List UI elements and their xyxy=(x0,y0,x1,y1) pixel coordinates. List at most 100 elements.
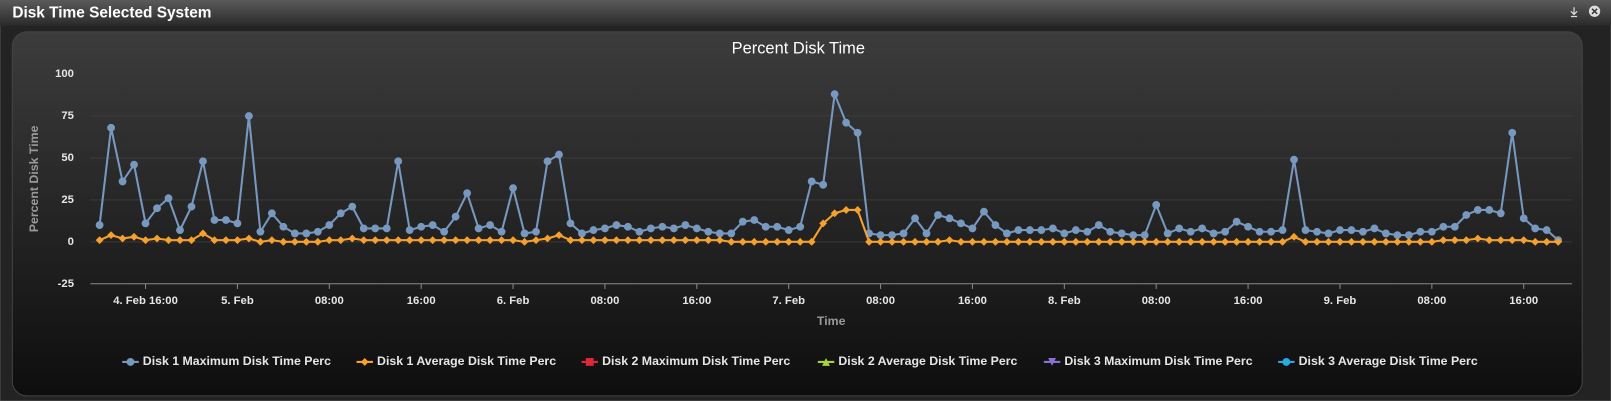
point xyxy=(853,128,862,137)
legend-item[interactable]: Disk 3 Average Disk Time Perc xyxy=(1278,354,1478,368)
point xyxy=(842,206,851,214)
point xyxy=(1439,236,1448,245)
point xyxy=(256,227,265,236)
point xyxy=(681,221,690,229)
point xyxy=(543,157,552,166)
point xyxy=(336,209,345,218)
point xyxy=(1060,229,1069,238)
point xyxy=(486,236,494,245)
point xyxy=(1221,227,1230,236)
point xyxy=(290,229,299,238)
point xyxy=(428,221,437,229)
point xyxy=(1278,226,1287,234)
x-axis-title: Time xyxy=(817,314,846,328)
chart-title: Percent Disk Time xyxy=(732,40,865,58)
point xyxy=(451,236,460,245)
point xyxy=(555,231,563,240)
point xyxy=(543,234,552,243)
x-tick-label: 4. Feb 16:00 xyxy=(113,295,178,307)
point xyxy=(141,219,150,228)
x-tick-label: 08:00 xyxy=(1142,295,1171,307)
point xyxy=(738,217,747,226)
legend-item[interactable]: Disk 2 Maximum Disk Time Perc xyxy=(581,354,791,368)
point xyxy=(1393,231,1402,240)
point xyxy=(1404,231,1413,240)
legend-item[interactable]: Disk 2 Average Disk Time Perc xyxy=(817,354,1018,368)
x-tick-label: 08:00 xyxy=(866,295,895,307)
point xyxy=(164,194,173,203)
point xyxy=(1175,224,1184,233)
point xyxy=(784,237,793,246)
point xyxy=(107,123,115,132)
point xyxy=(865,237,873,246)
point xyxy=(417,236,426,245)
y-tick-label: 50 xyxy=(61,152,74,164)
point xyxy=(394,236,403,245)
legend-marker xyxy=(126,358,135,366)
y-tick-label: 75 xyxy=(61,110,74,122)
point xyxy=(141,236,150,245)
point xyxy=(440,227,449,236)
point xyxy=(405,236,414,245)
legend-item[interactable]: Disk 3 Maximum Disk Time Perc xyxy=(1043,354,1253,368)
point xyxy=(1048,224,1057,233)
x-tick-label: 7. Feb xyxy=(772,295,805,307)
point xyxy=(164,236,173,245)
point xyxy=(1267,237,1275,246)
point xyxy=(187,202,196,211)
point xyxy=(1370,224,1379,233)
point xyxy=(1014,226,1023,234)
point xyxy=(1531,224,1540,233)
point xyxy=(1542,226,1551,234)
download-icon[interactable] xyxy=(1570,7,1578,18)
point xyxy=(1290,155,1298,164)
point xyxy=(497,236,506,245)
legend-item[interactable]: Disk 1 Maximum Disk Time Perc xyxy=(122,354,331,368)
point xyxy=(899,229,908,238)
point xyxy=(336,236,345,245)
point xyxy=(1129,231,1138,240)
point xyxy=(348,202,357,211)
point xyxy=(807,237,816,246)
point xyxy=(968,224,977,233)
point xyxy=(451,212,460,221)
point xyxy=(566,219,575,228)
point xyxy=(130,160,138,169)
point xyxy=(635,236,644,245)
point xyxy=(1025,226,1034,234)
panel-title: Disk Time Selected System xyxy=(12,4,211,21)
x-tick-label: 16:00 xyxy=(1234,295,1263,307)
point xyxy=(486,221,494,229)
point xyxy=(1186,227,1195,236)
point xyxy=(279,222,288,231)
point xyxy=(222,236,230,245)
point xyxy=(612,221,621,229)
legend-text: Disk 1 Maximum Disk Time Perc xyxy=(143,354,331,368)
point xyxy=(1106,227,1115,236)
point xyxy=(715,229,724,238)
point xyxy=(1117,229,1126,238)
point xyxy=(394,157,403,166)
x-tick-label: 8. Feb xyxy=(1048,295,1081,307)
point xyxy=(405,226,414,234)
point xyxy=(1083,227,1092,236)
legend-item[interactable]: Disk 1 Average Disk Time Perc xyxy=(356,354,557,368)
point xyxy=(1508,236,1517,245)
point xyxy=(118,177,127,186)
point xyxy=(1519,236,1528,245)
point xyxy=(635,227,644,236)
point xyxy=(1416,227,1425,236)
point xyxy=(807,177,816,186)
point xyxy=(911,214,919,223)
point xyxy=(876,231,885,240)
point xyxy=(796,237,805,246)
point xyxy=(267,209,276,218)
point xyxy=(463,189,472,198)
close-icon[interactable] xyxy=(1588,5,1601,17)
point xyxy=(1313,227,1321,236)
point xyxy=(1232,217,1241,226)
point xyxy=(233,219,242,228)
x-tick-label: 5. Feb xyxy=(221,295,254,307)
point xyxy=(1347,226,1356,234)
